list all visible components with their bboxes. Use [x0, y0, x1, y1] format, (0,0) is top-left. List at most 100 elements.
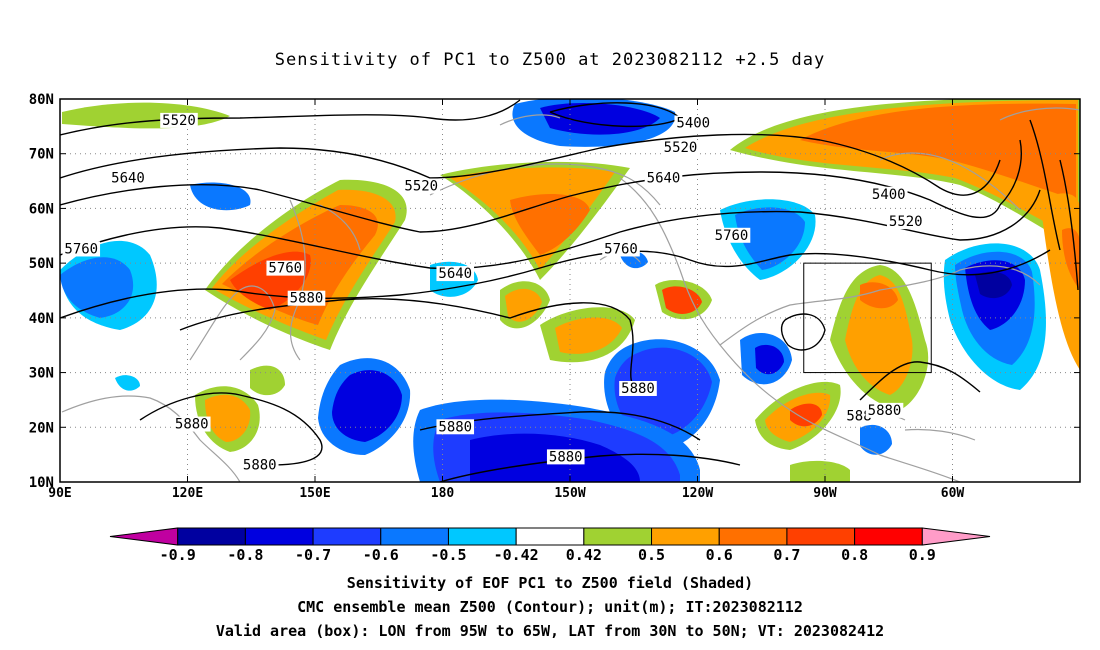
- coastline-segment-5: [619, 177, 961, 482]
- lat-label: 60N: [29, 201, 54, 217]
- shade-region-28: [845, 275, 913, 395]
- contour-label: 5520: [162, 113, 196, 129]
- caption-line-1: Sensitivity of EOF PC1 to Z500 field (Sh…: [346, 574, 754, 592]
- colorbar: -0.9 -0.8 -0.7 -0.6 -0.5 -0.42 0.42 0.5 0.6 0.7 0.…: [109, 527, 991, 564]
- longitude-labels: 90E 120E 150E 180 150W 120W 90W 60W: [48, 486, 964, 501]
- lat-label: 10N: [29, 475, 54, 491]
- shade-region-52: [1062, 228, 1080, 290]
- lon-label: 150W: [554, 486, 585, 501]
- lat-label: 30N: [29, 366, 54, 382]
- coastline-segment-1: [189, 285, 276, 361]
- contour-label: 5520: [889, 214, 923, 230]
- coastline-segment-6: [719, 265, 1041, 346]
- contour-line-13: [1029, 119, 1061, 251]
- contour-label-bg: [869, 186, 908, 202]
- colorbar-swatch: [854, 527, 923, 546]
- contour-line-12: [1059, 159, 1079, 291]
- contour-line-2: [60, 133, 1001, 196]
- shade-region-40: [614, 347, 712, 440]
- contour-label: 5640: [647, 170, 681, 186]
- contour-label-bg: [287, 290, 326, 306]
- shade-region-23: [662, 286, 702, 314]
- contour-line-7: [780, 313, 826, 351]
- coastline-segment-10: [904, 428, 976, 441]
- shade-region-19: [505, 288, 542, 322]
- lon-label: 180: [431, 486, 455, 501]
- colorbar-label: 0.6: [706, 546, 733, 564]
- coastline-segment-0: [61, 395, 241, 482]
- contour-label-bg: [240, 457, 279, 473]
- shade-region-51: [115, 375, 140, 391]
- contour-label: 5400: [872, 187, 906, 203]
- colorbar-swatch: [312, 527, 382, 546]
- contour-label-bg: [160, 112, 198, 128]
- contour-label-bg: [865, 402, 904, 418]
- colorbar-label: -0.7: [295, 546, 331, 564]
- contour-label-bg: [712, 227, 751, 243]
- shade-region-48: [250, 365, 285, 396]
- latitude-labels: 80N 70N 60N 50N 40N 30N 20N 10N: [29, 92, 54, 491]
- shade-region-50: [860, 424, 892, 455]
- contour-label-bg: [172, 416, 211, 432]
- coastline-segment-4: [429, 163, 661, 206]
- contour-label-bg: [402, 178, 441, 194]
- lon-label: 90E: [48, 486, 71, 501]
- shade-region-16: [60, 257, 134, 318]
- shade-region-6: [1040, 193, 1080, 370]
- contour-line-8: [139, 392, 323, 466]
- colorbar-label: -0.9: [160, 546, 196, 564]
- contour-label: 5760: [268, 261, 302, 277]
- contour-label-bg: [602, 241, 640, 257]
- coastline-segment-8: [999, 107, 1080, 121]
- colorbar-swatch: [515, 527, 585, 546]
- lon-label: 90W: [813, 486, 837, 501]
- shade-region-32: [790, 403, 822, 427]
- z500-contours: [60, 99, 1079, 482]
- contour-label: 5520: [404, 179, 438, 195]
- axis-ticks: [59, 98, 1080, 483]
- map-title: Sensitivity of PC1 to Z500 at 2023082112…: [274, 50, 826, 70]
- contour-label: 5400: [676, 116, 710, 132]
- contour-line-3: [60, 139, 1022, 233]
- colorbar-swatch: [244, 527, 314, 546]
- contour-label: 5880: [549, 449, 583, 465]
- contour-label: 5880: [621, 381, 655, 397]
- valid-area-box: [803, 262, 932, 374]
- contour-label: 5520: [664, 140, 698, 156]
- sensitivity-shading: [60, 99, 1080, 482]
- lat-label: 20N: [29, 420, 54, 436]
- contour-line-5: [60, 249, 1051, 319]
- contour-label-bg: [674, 115, 713, 131]
- contour-label-bg: [109, 170, 147, 186]
- colorbar-label: 0.5: [638, 546, 665, 564]
- shade-region-7: [190, 182, 251, 211]
- contour-label-bg: [436, 266, 475, 282]
- contour-label-bg: [62, 241, 101, 257]
- shade-region-0: [62, 102, 230, 129]
- contour-label: 588: [846, 408, 871, 424]
- colorbar-label: 0.7: [773, 546, 800, 564]
- contour-label: 5640: [438, 266, 472, 282]
- colorbar-label: -0.6: [363, 546, 399, 564]
- contour-label: 5880: [290, 291, 324, 307]
- contour-label-bg: [546, 449, 585, 465]
- contour-label: 5880: [243, 458, 277, 474]
- lat-label: 50N: [29, 256, 54, 272]
- colorbar-arrow-low: [109, 527, 179, 546]
- lat-label: 70N: [29, 147, 54, 163]
- colorbar-swatch: [583, 527, 653, 546]
- lon-label: 120E: [172, 486, 203, 501]
- lat-label: 80N: [29, 92, 54, 108]
- coastline-segment-11: [499, 114, 561, 126]
- lon-label: 150E: [299, 486, 330, 501]
- contour-labels: 5520 5400 5520 5640 5400 5520 5640 5520 5760 5760…: [62, 112, 925, 474]
- caption-line-3: Valid area (box): LON from 95W to 65W, L…: [215, 622, 885, 640]
- contour-label-bg: [436, 419, 475, 435]
- contour-line-4: [60, 189, 1041, 270]
- shade-region-21: [555, 317, 622, 354]
- colorbar-label: 0.9: [909, 546, 936, 564]
- colorbar-label: 0.8: [841, 546, 868, 564]
- colorbar-swatch: [786, 527, 856, 546]
- shade-region-42: [332, 370, 402, 442]
- lat-label: 40N: [29, 311, 54, 327]
